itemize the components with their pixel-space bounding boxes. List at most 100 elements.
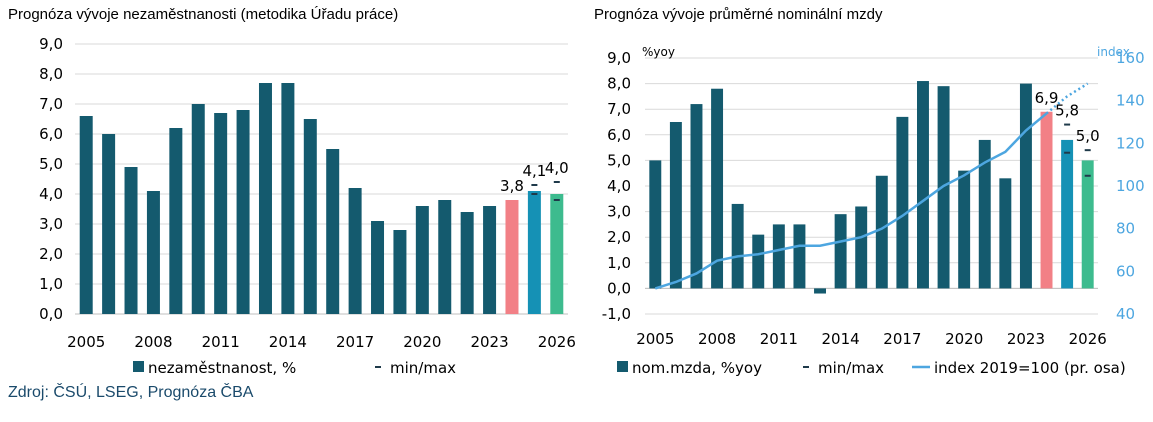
chart0-y-tick-label: 6,0 bbox=[39, 125, 63, 143]
chart1-y2-tick-label: 40 bbox=[1116, 305, 1135, 323]
chart0-x-tick-label: 2011 bbox=[202, 333, 240, 351]
chart0-x-tick-label: 2005 bbox=[67, 333, 105, 351]
chart1-bar-2016 bbox=[875, 175, 888, 289]
chart1-bar-2014 bbox=[834, 214, 847, 289]
chart0-bar-2006 bbox=[102, 134, 116, 314]
chart1-bar-2023 bbox=[1019, 83, 1032, 289]
chart-title-wage: Prognóza vývoje průměrné nominální mzdy bbox=[594, 6, 883, 23]
chart0-bar-2024 bbox=[505, 200, 519, 314]
chart0-data-label-2025: 4,1 bbox=[522, 162, 546, 180]
chart0-x-tick-label: 2017 bbox=[336, 333, 374, 351]
chart1-bar-2021 bbox=[978, 139, 991, 289]
chart0-y-tick-label: 9,0 bbox=[39, 35, 63, 53]
chart0-data-label-2024: 3,8 bbox=[500, 177, 524, 195]
chart1-x-tick-label: 2026 bbox=[1069, 330, 1107, 348]
chart0-y-tick-label: 2,0 bbox=[39, 245, 63, 263]
chart1-data-label-2025: 5,8 bbox=[1055, 102, 1079, 120]
chart1-y-tick-label: 0,0 bbox=[607, 279, 631, 297]
chart0-bar-2017 bbox=[348, 188, 362, 314]
chart1-bar-2018 bbox=[917, 81, 929, 289]
chart0-legend-label: nezaměstnanost, % bbox=[148, 359, 296, 377]
chart1-bar-2006 bbox=[669, 122, 682, 289]
chart1-bar-2026 bbox=[1081, 160, 1094, 289]
chart0-bar-2014 bbox=[281, 83, 295, 314]
chart0-x-tick-label: 2014 bbox=[269, 333, 307, 351]
chart0-x-tick-label: 2026 bbox=[538, 333, 576, 351]
chart0-bar-2008 bbox=[146, 191, 160, 314]
chart0-bar-2021 bbox=[438, 200, 452, 314]
chart1-y-tick-label: 6,0 bbox=[607, 126, 631, 144]
chart0-y-tick-label: 5,0 bbox=[39, 155, 63, 173]
chart1-bar-2013 bbox=[814, 288, 826, 294]
chart1-y-axis-unit: %yoy bbox=[642, 45, 675, 59]
chart0-bar-2016 bbox=[326, 149, 340, 314]
chart1-bar-2022 bbox=[999, 178, 1012, 289]
chart0-bar-2025 bbox=[527, 191, 541, 314]
chart0-x-tick-label: 2008 bbox=[134, 333, 172, 351]
chart1-data-label-2026: 5,0 bbox=[1076, 127, 1100, 145]
chart1-y2-axis-unit: index bbox=[1097, 45, 1130, 59]
chart1-y-tick-label: 9,0 bbox=[607, 49, 631, 67]
chart1-legend-label: min/max bbox=[818, 359, 884, 377]
chart0-bar-2007 bbox=[124, 167, 138, 314]
chart0-bar-2005 bbox=[79, 116, 93, 314]
chart1-index-line-forecast bbox=[1045, 82, 1089, 115]
chart1-bar-2017 bbox=[896, 116, 909, 289]
chart0-bar-2012 bbox=[236, 110, 250, 314]
chart0-bar-2015 bbox=[303, 119, 317, 314]
chart1-y-tick-label: 5,0 bbox=[607, 151, 631, 169]
chart1-x-tick-label: 2011 bbox=[760, 330, 798, 348]
chart1-bar-2025 bbox=[1061, 139, 1074, 289]
chart1-bar-2008 bbox=[711, 88, 724, 289]
chart1-legend-label: index 2019=100 (pr. osa) bbox=[934, 359, 1126, 377]
chart0-bar-2013 bbox=[258, 83, 272, 314]
chart1-y2-tick-label: 100 bbox=[1116, 177, 1145, 195]
chart0-x-tick-label: 2023 bbox=[470, 333, 508, 351]
chart0-bar-2022 bbox=[460, 212, 474, 314]
chart0-x-tick-label: 2020 bbox=[403, 333, 441, 351]
chart1-y-tick-label: 2,0 bbox=[607, 228, 631, 246]
chart1-bar-2009 bbox=[731, 203, 744, 289]
chart0-bar-2010 bbox=[191, 104, 205, 314]
chart1-x-tick-label: 2005 bbox=[636, 330, 674, 348]
chart1-y-tick-label: 4,0 bbox=[607, 177, 631, 195]
chart0-bar-2011 bbox=[214, 113, 228, 314]
chart1-x-tick-label: 2017 bbox=[883, 330, 921, 348]
chart0-legend-bar-swatch bbox=[133, 361, 144, 372]
chart1-bar-2012 bbox=[793, 224, 806, 289]
chart0-y-tick-label: 3,0 bbox=[39, 215, 63, 233]
chart0-data-label-2026: 4,0 bbox=[545, 159, 569, 177]
chart0-bar-2018 bbox=[371, 221, 385, 314]
chart0-legend-label: min/max bbox=[390, 359, 456, 377]
chart1-y2-tick-label: 60 bbox=[1116, 262, 1135, 280]
chart0-bar-2026 bbox=[550, 194, 564, 314]
chart1-bar-2007 bbox=[690, 104, 703, 289]
chart1-y2-tick-label: 80 bbox=[1116, 220, 1135, 238]
chart1-data-label-2024: 6,9 bbox=[1035, 89, 1059, 107]
chart1-bar-2010 bbox=[752, 234, 765, 289]
chart0-y-tick-label: 1,0 bbox=[39, 275, 63, 293]
chart1-index-line bbox=[654, 112, 1048, 290]
chart0-bar-2019 bbox=[393, 230, 407, 314]
chart1-bar-2020 bbox=[958, 170, 971, 289]
chart1-x-tick-label: 2014 bbox=[822, 330, 860, 348]
chart0-y-tick-label: 0,0 bbox=[39, 305, 63, 323]
chart1-x-tick-label: 2023 bbox=[1007, 330, 1045, 348]
chart1-bar-2015 bbox=[855, 206, 868, 289]
source-note: Zdroj: ČSÚ, LSEG, Prognóza ČBA bbox=[8, 384, 254, 401]
chart1-bar-2005 bbox=[649, 160, 662, 289]
chart1-bar-2011 bbox=[772, 224, 785, 289]
chart1-y-tick-label: 3,0 bbox=[607, 203, 631, 221]
chart0-y-tick-label: 8,0 bbox=[39, 65, 63, 83]
chart1-y-tick-label: 8,0 bbox=[607, 75, 631, 93]
chart0-bar-2023 bbox=[483, 206, 497, 314]
chart1-y-tick-label: 7,0 bbox=[607, 100, 631, 118]
chart-title-unemployment: Prognóza vývoje nezaměstnanosti (metodik… bbox=[8, 6, 399, 23]
chart1-x-tick-label: 2008 bbox=[698, 330, 736, 348]
chart0-bar-2020 bbox=[415, 206, 429, 314]
chart1-y-tick-label: 1,0 bbox=[607, 254, 631, 272]
chart1-y2-tick-label: 120 bbox=[1116, 134, 1145, 152]
chart0-y-tick-label: 4,0 bbox=[39, 185, 63, 203]
chart0-bar-2009 bbox=[169, 128, 183, 314]
